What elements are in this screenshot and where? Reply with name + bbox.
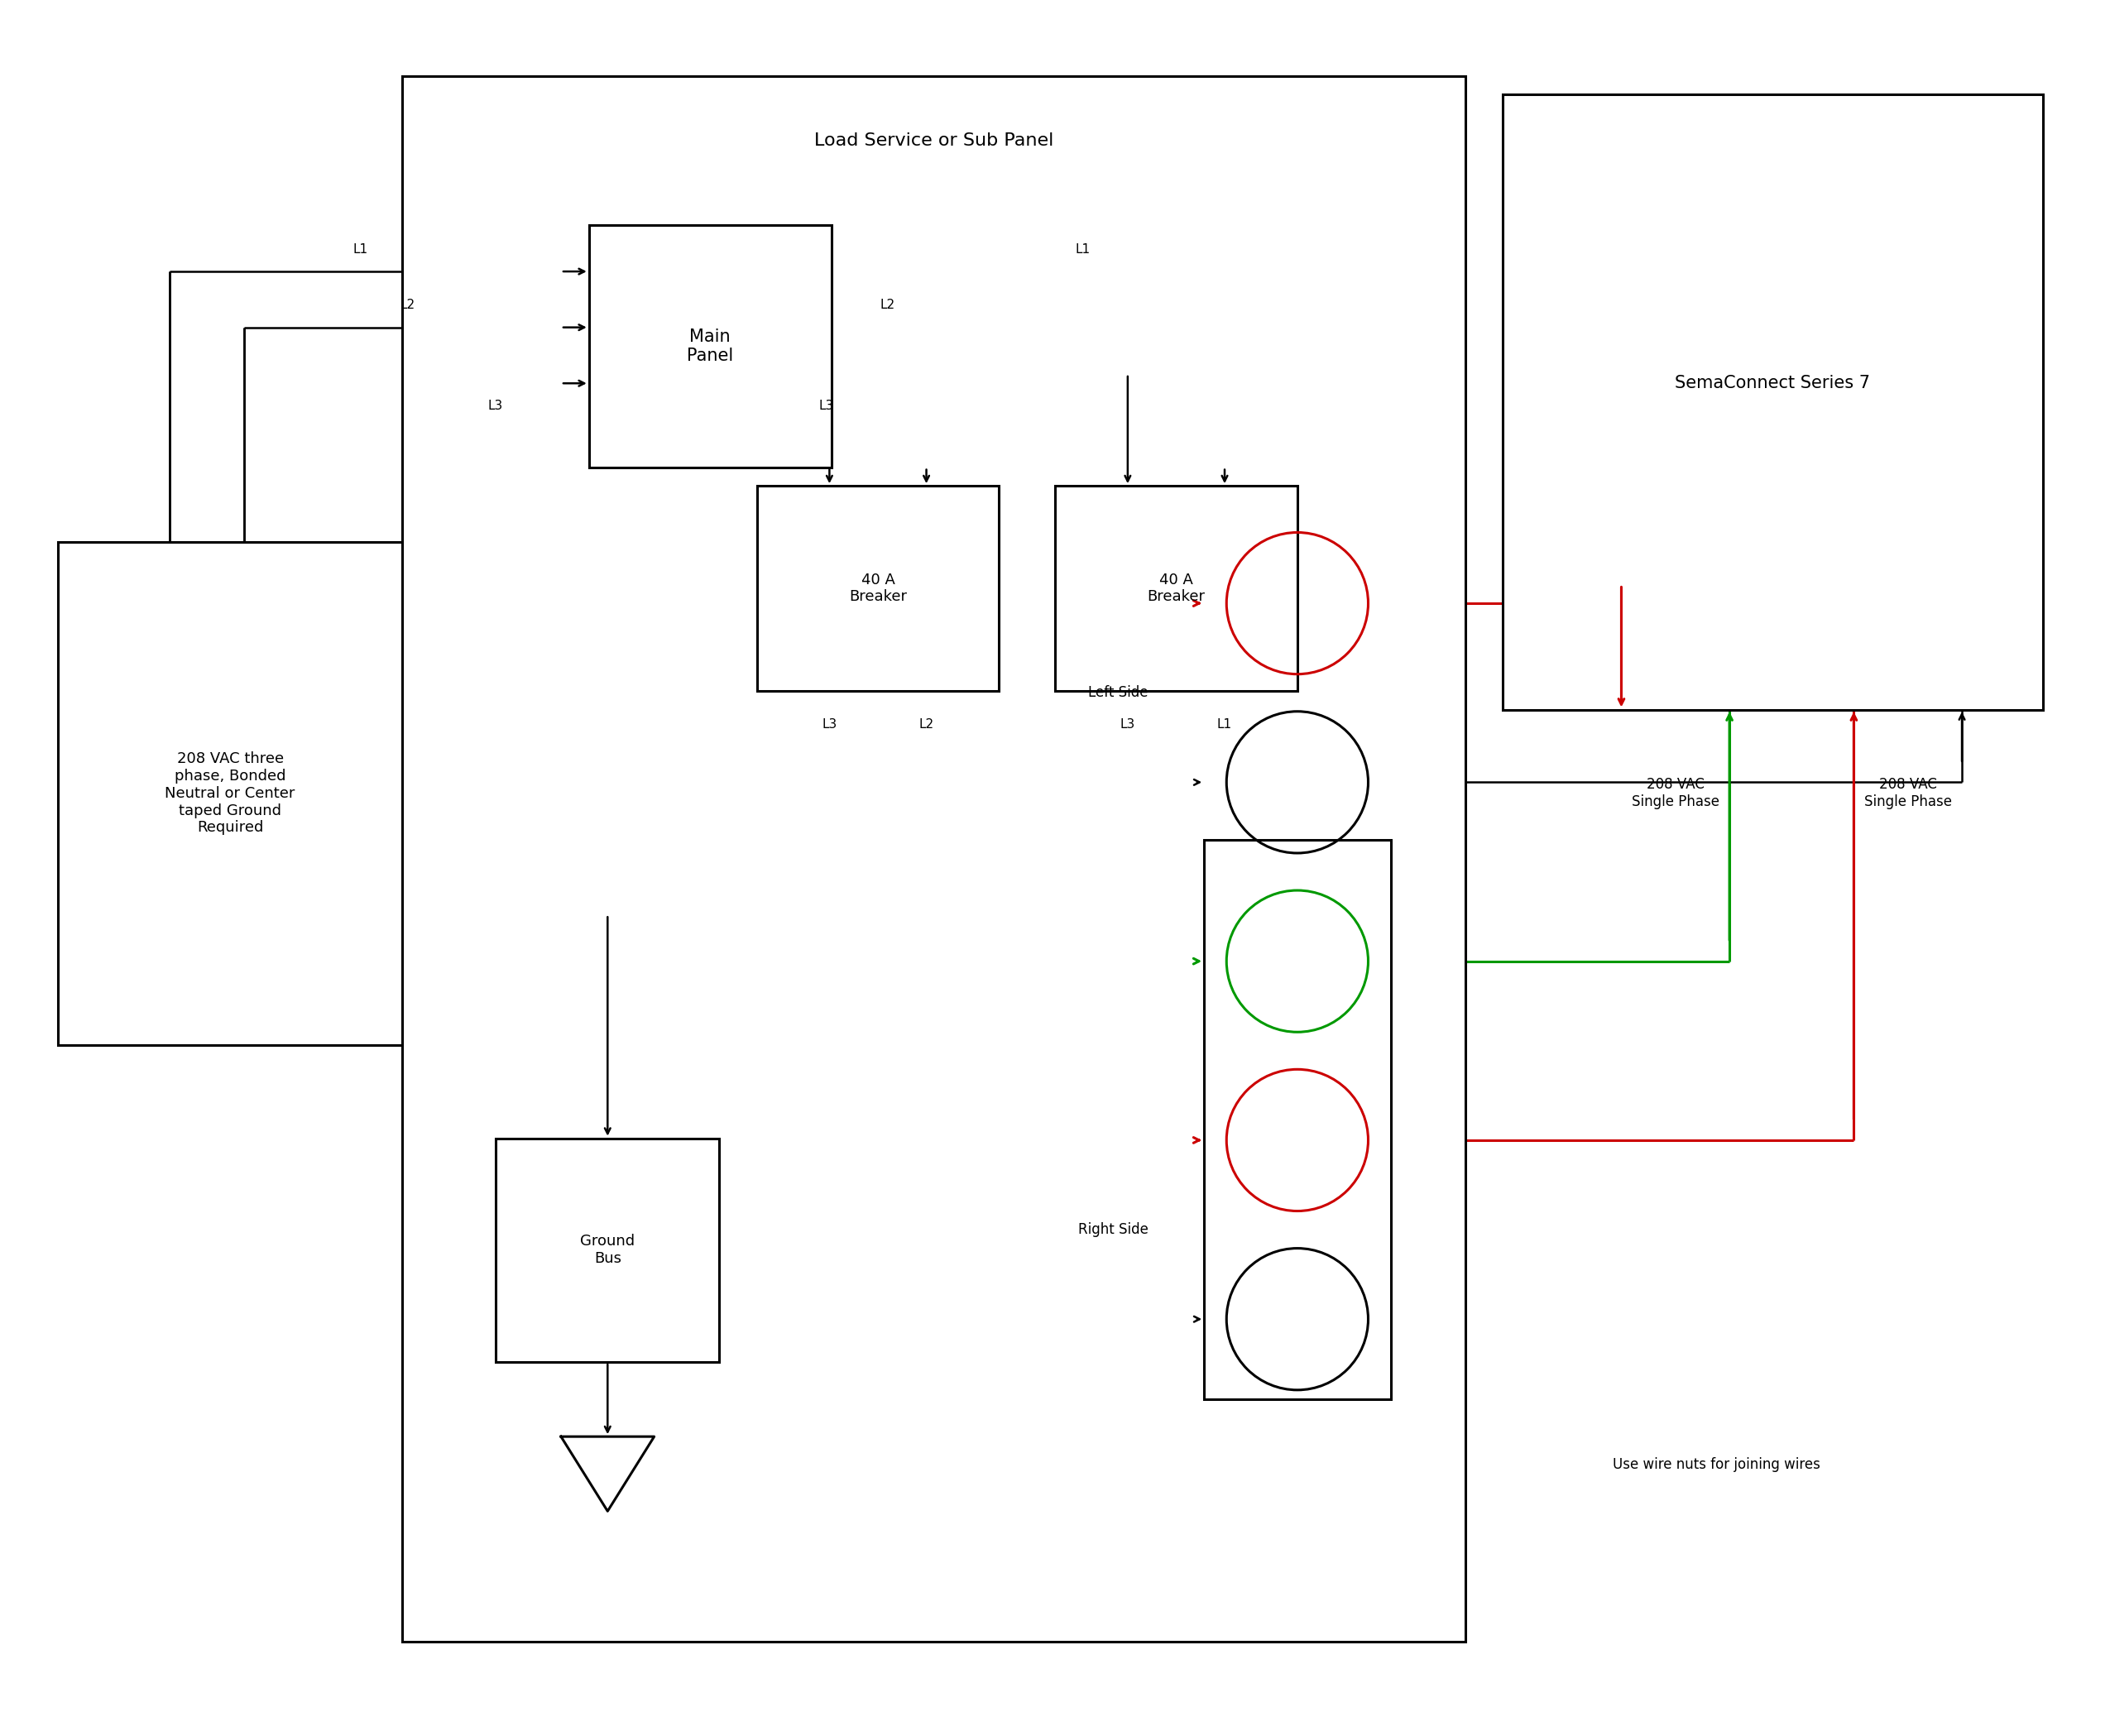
Text: L2: L2 [399, 299, 416, 311]
Text: Left Side: Left Side [1089, 686, 1148, 700]
Text: L3: L3 [823, 719, 838, 731]
Bar [589, 226, 831, 467]
Text: Main
Panel: Main Panel [688, 328, 734, 365]
Text: Use wire nuts for joining wires: Use wire nuts for joining wires [1612, 1457, 1821, 1472]
Text: Load Service or Sub Panel: Load Service or Sub Panel [814, 132, 1053, 149]
Bar [1205, 840, 1390, 1399]
Text: 208 VAC
Single Phase: 208 VAC Single Phase [1863, 778, 1952, 809]
Bar [1502, 94, 2042, 710]
Bar [1055, 486, 1298, 691]
Text: Ground
Bus: Ground Bus [580, 1234, 635, 1266]
Bar [403, 76, 1464, 1642]
Bar [757, 486, 998, 691]
Bar [496, 1139, 720, 1363]
Text: L3: L3 [819, 399, 833, 411]
Text: 40 A
Breaker: 40 A Breaker [1148, 573, 1205, 604]
Text: L2: L2 [918, 719, 935, 731]
Text: 40 A
Breaker: 40 A Breaker [848, 573, 907, 604]
Bar [57, 542, 403, 1045]
Text: 208 VAC
Single Phase: 208 VAC Single Phase [1631, 778, 1720, 809]
Text: L1: L1 [1076, 243, 1091, 255]
Text: L3: L3 [487, 399, 504, 411]
Text: 208 VAC three
phase, Bonded
Neutral or Center
taped Ground
Required: 208 VAC three phase, Bonded Neutral or C… [165, 752, 295, 835]
Text: L2: L2 [880, 299, 895, 311]
Text: L1: L1 [352, 243, 367, 255]
Text: SemaConnect Series 7: SemaConnect Series 7 [1675, 375, 1869, 392]
Text: Right Side: Right Side [1078, 1222, 1148, 1238]
Text: L1: L1 [1217, 719, 1232, 731]
Text: L3: L3 [1120, 719, 1135, 731]
